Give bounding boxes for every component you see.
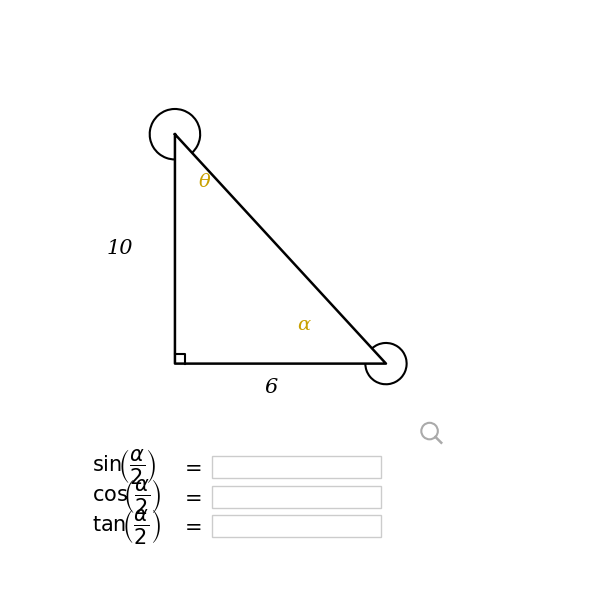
Text: 6: 6 <box>265 378 278 397</box>
Text: α: α <box>297 316 310 334</box>
Text: $=$: $=$ <box>181 487 202 507</box>
Text: $=$: $=$ <box>181 457 202 477</box>
FancyBboxPatch shape <box>212 486 381 508</box>
Text: $\mathrm{cos}\!\left(\dfrac{\alpha}{2}\right)$: $\mathrm{cos}\!\left(\dfrac{\alpha}{2}\r… <box>92 477 162 516</box>
FancyBboxPatch shape <box>212 516 381 538</box>
Text: $\mathrm{sin}\!\left(\dfrac{\alpha}{2}\right)$: $\mathrm{sin}\!\left(\dfrac{\alpha}{2}\r… <box>92 447 157 486</box>
Text: $\mathrm{tan}\!\left(\dfrac{\alpha}{2}\right)$: $\mathrm{tan}\!\left(\dfrac{\alpha}{2}\r… <box>92 507 161 546</box>
Text: $=$: $=$ <box>181 516 202 536</box>
Text: 10: 10 <box>107 240 133 258</box>
Text: θ: θ <box>199 174 211 191</box>
FancyBboxPatch shape <box>212 456 381 478</box>
